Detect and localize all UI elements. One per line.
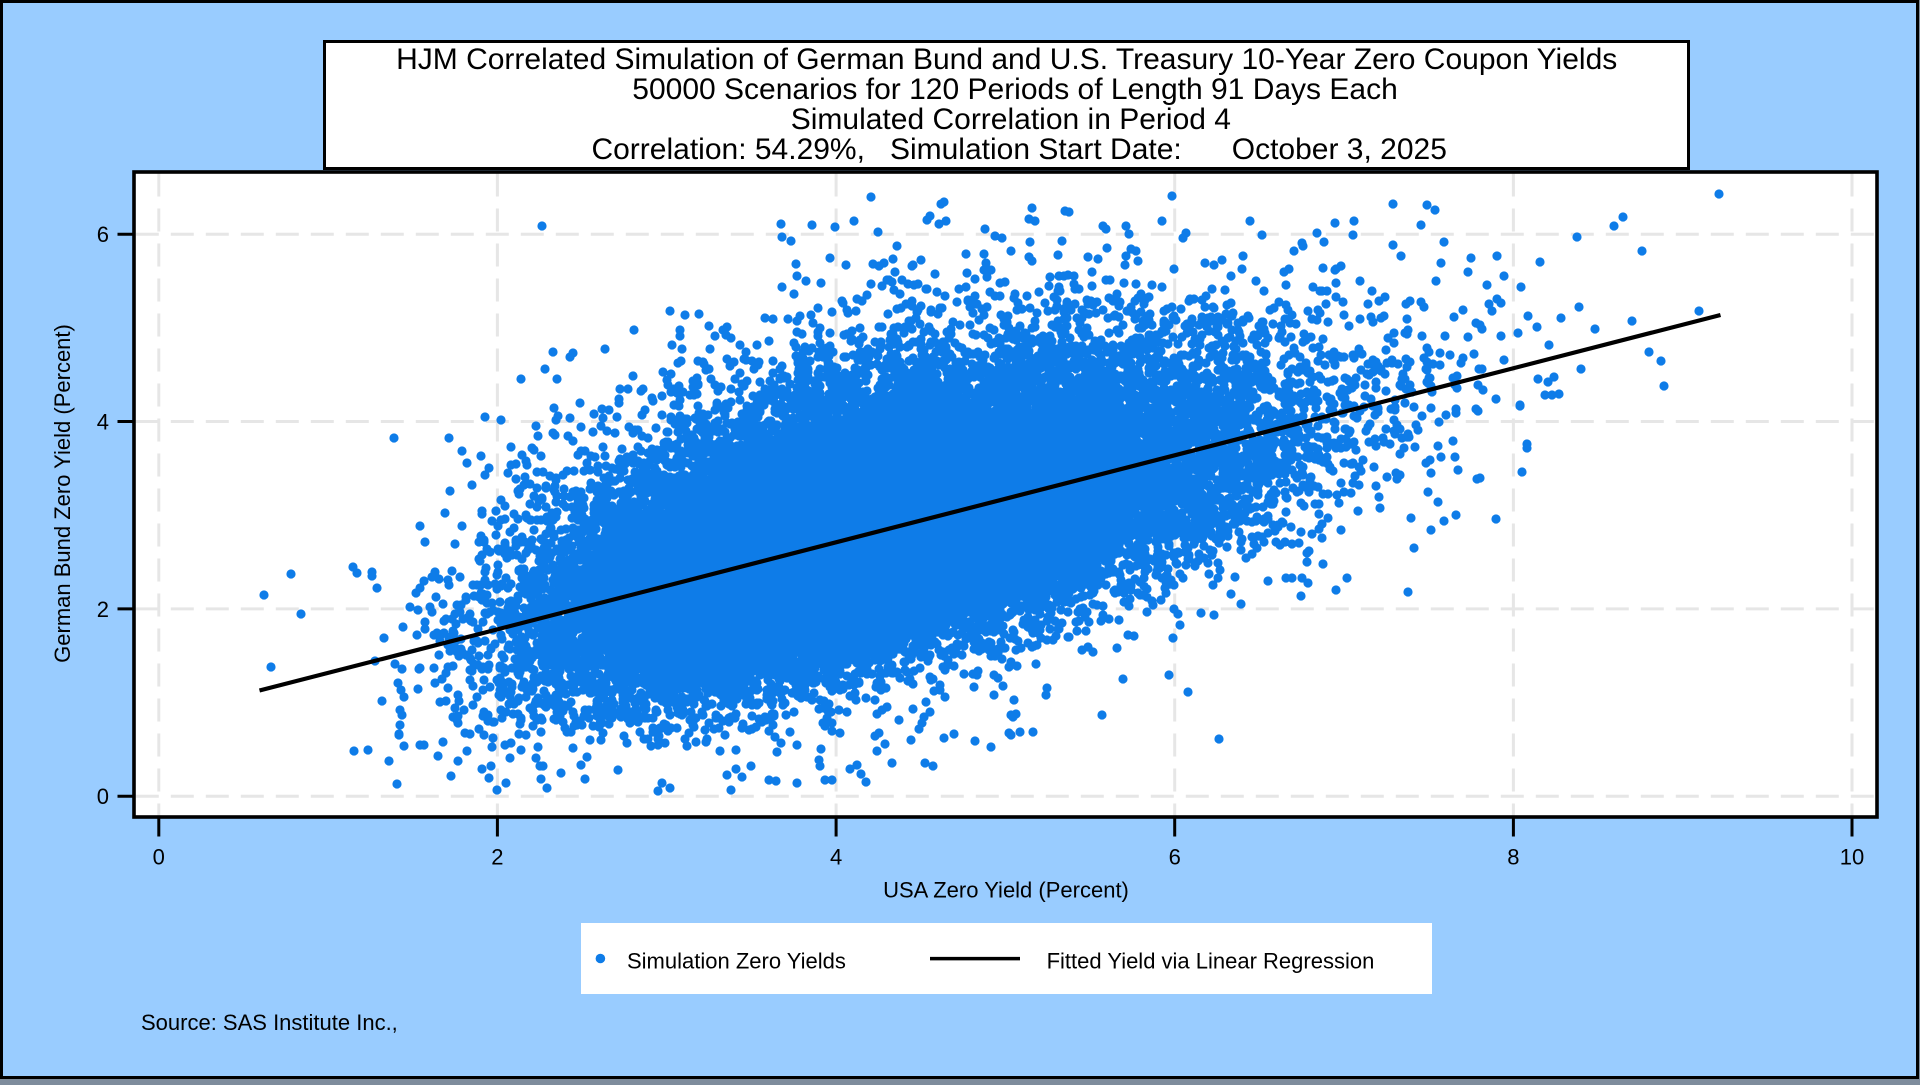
svg-text:8: 8 xyxy=(1507,845,1519,870)
svg-text:USA Zero Yield (Percent): USA Zero Yield (Percent) xyxy=(883,878,1129,903)
svg-text:Simulation Zero Yields: Simulation Zero Yields xyxy=(627,948,846,973)
svg-text:6: 6 xyxy=(1169,845,1181,870)
svg-text:Source: SAS Institute Inc.,: Source: SAS Institute Inc., xyxy=(141,1010,398,1035)
svg-text:2: 2 xyxy=(491,845,503,870)
svg-text:2: 2 xyxy=(97,597,109,622)
svg-text:4: 4 xyxy=(97,410,109,435)
svg-text:German Bund Zero Yield (Percen: German Bund Zero Yield (Percent) xyxy=(50,324,75,663)
svg-text:Fitted Yield via Linear Regres: Fitted Yield via Linear Regression xyxy=(1047,948,1375,973)
svg-text:0: 0 xyxy=(153,845,165,870)
svg-text:10: 10 xyxy=(1840,845,1864,870)
svg-text:0: 0 xyxy=(97,784,109,809)
svg-text:4: 4 xyxy=(830,845,842,870)
svg-text:6: 6 xyxy=(97,222,109,247)
